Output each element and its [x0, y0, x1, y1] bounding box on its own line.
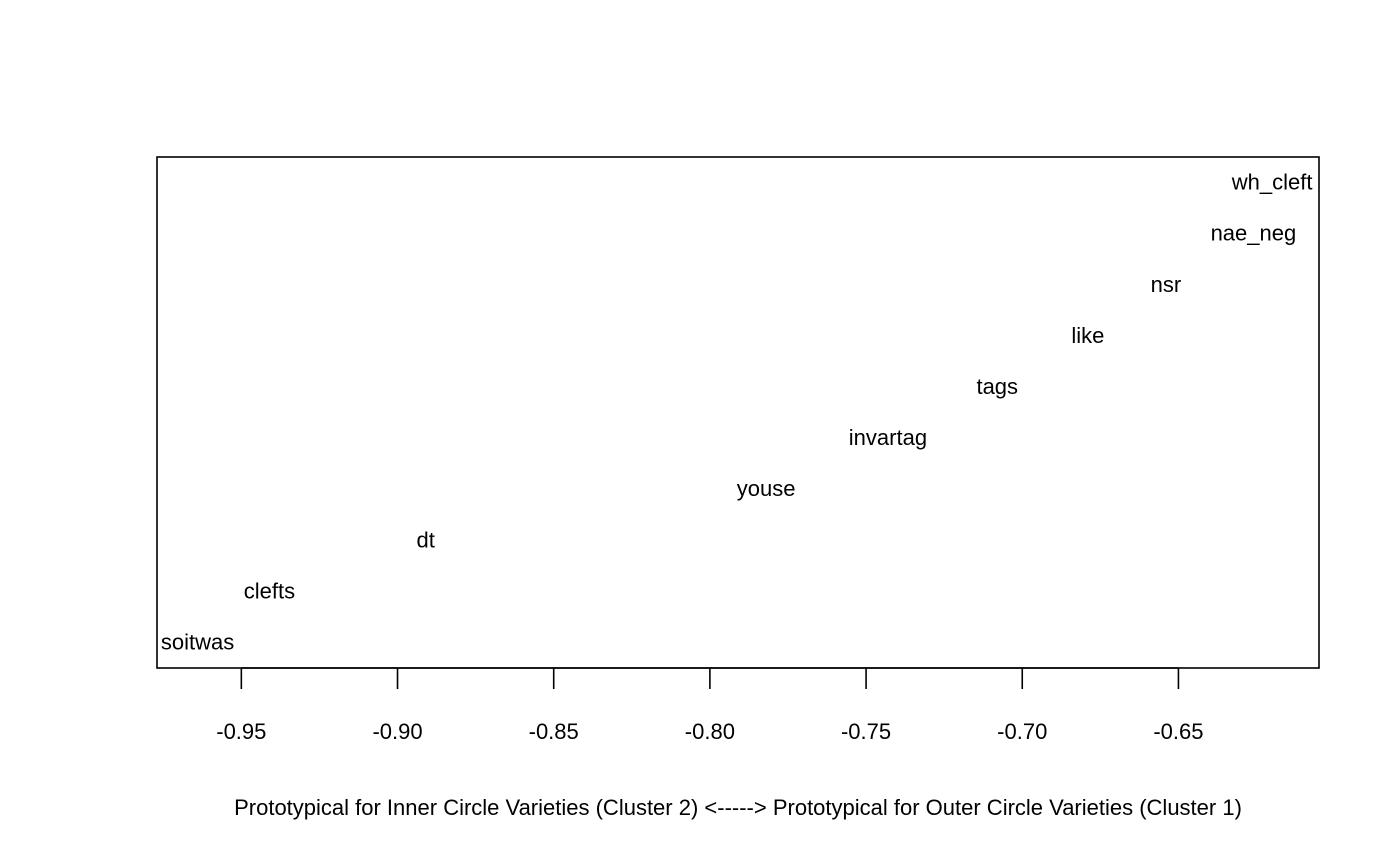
point-label-nae-neg: nae_neg [1211, 221, 1297, 246]
x-tick-label: -0.80 [685, 719, 735, 744]
x-axis: -0.95 -0.90 -0.85 -0.80 -0.75 -0.70 -0.65 [216, 667, 1204, 744]
point-label-dt: dt [416, 527, 434, 552]
x-tick-label: -0.95 [216, 719, 266, 744]
x-tick-label: -0.90 [372, 719, 422, 744]
plot-frame [156, 156, 1320, 669]
point-label-invartag: invartag [849, 425, 927, 450]
point-label-clefts: clefts [244, 578, 295, 603]
point-label-like: like [1071, 323, 1104, 348]
point-label-soitwas: soitwas [161, 629, 234, 654]
x-tick-label: -0.70 [997, 719, 1047, 744]
x-axis-label: Prototypical for Inner Circle Varieties … [234, 795, 1242, 820]
point-label-wh-cleft: wh_cleft [1231, 170, 1313, 195]
point-label-youse: youse [737, 476, 796, 501]
x-tick-label: -0.65 [1153, 719, 1203, 744]
x-tick-label: -0.85 [529, 719, 579, 744]
point-label-tags: tags [976, 374, 1018, 399]
points-layer: soitwas clefts dt youse invartag tags like nsr n… [161, 170, 1313, 655]
x-tick-label: -0.75 [841, 719, 891, 744]
point-label-nsr: nsr [1151, 272, 1182, 297]
